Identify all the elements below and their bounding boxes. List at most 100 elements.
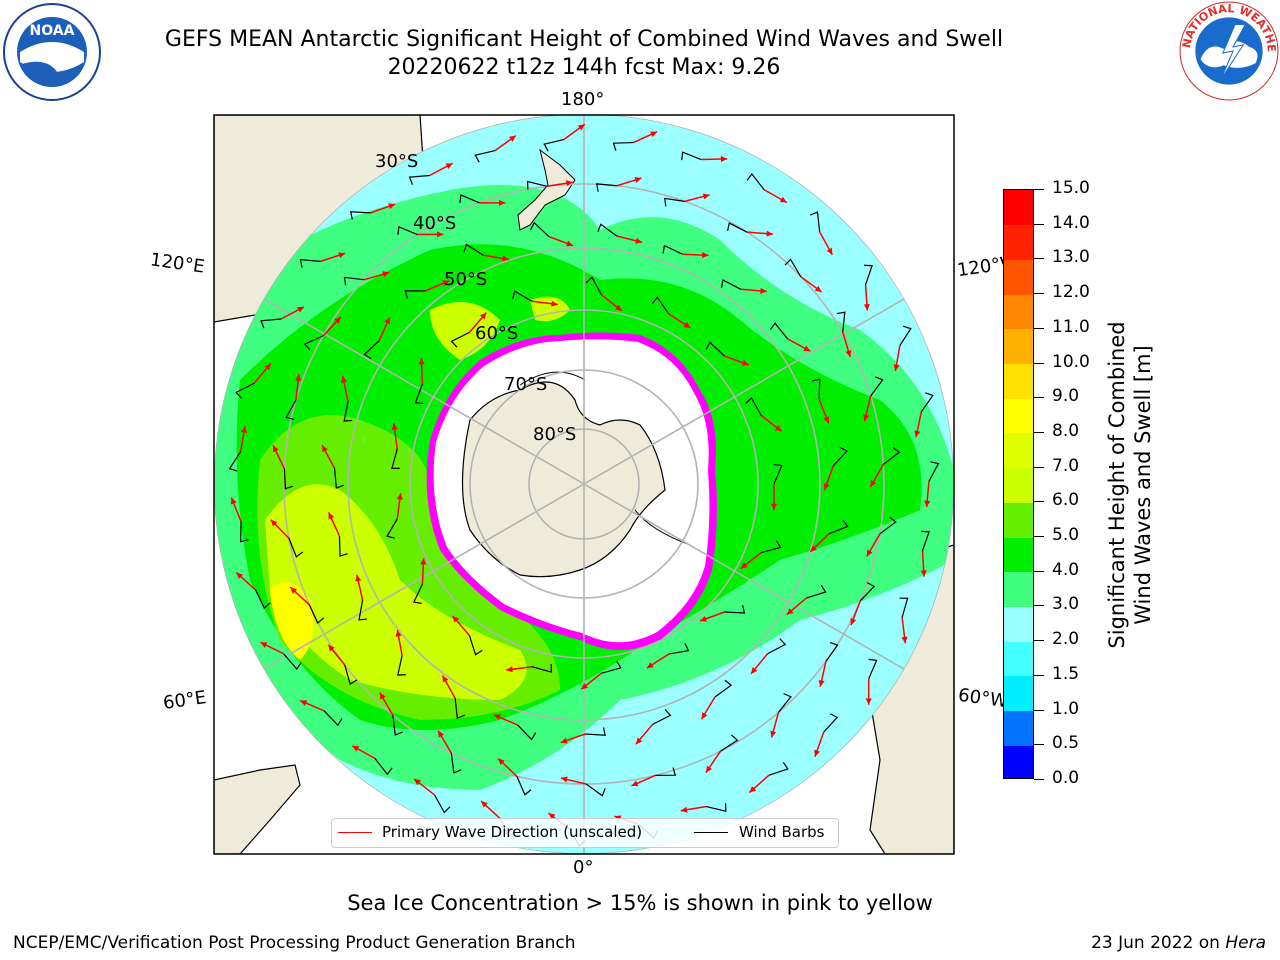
- wind-barb: [240, 521, 249, 543]
- wind-barb: [450, 752, 462, 774]
- lat-label-80s: 80°S: [533, 424, 577, 445]
- wave-direction-arrowhead: [418, 358, 425, 365]
- wave-direction-arrowhead: [914, 430, 921, 438]
- wave-direction-arrowhead: [823, 416, 830, 424]
- colorbar-tick: [1034, 501, 1044, 503]
- wind-barb: [921, 530, 930, 551]
- wave-direction-arrowhead: [437, 231, 444, 238]
- wind-barb: [928, 461, 940, 482]
- colorbar-tick: [1034, 744, 1044, 746]
- wave-direction-arrowhead: [481, 801, 488, 808]
- colorbar: [1003, 189, 1034, 779]
- wave-direction-arrowhead: [680, 806, 688, 813]
- wave-direction-arrowhead: [749, 786, 757, 793]
- legend: Primary Wave Direction (unscaled) Wind B…: [331, 818, 839, 848]
- chart-title: GEFS MEAN Antarctic Significant Height o…: [164, 27, 1004, 52]
- wave-direction-arrowhead: [295, 374, 302, 381]
- wind-barb: [543, 139, 564, 152]
- wind-barb: [596, 183, 617, 192]
- wind-barb: [920, 392, 934, 413]
- colorbar-tick-label: 11.0: [1052, 316, 1090, 337]
- land-antarctica: [461, 381, 666, 578]
- wind-barb: [531, 664, 552, 673]
- wind-barb: [879, 516, 897, 535]
- wave-direction-arrowhead: [826, 247, 833, 255]
- wind-barb: [349, 211, 371, 220]
- wave-direction-arrowhead: [499, 199, 506, 206]
- wind-barb: [474, 150, 495, 163]
- colorbar-segment: [1004, 467, 1033, 503]
- wave-direction-arrowhead: [774, 425, 782, 432]
- wave-direction-arrowhead: [850, 618, 857, 626]
- wave-direction-arrowhead: [230, 497, 237, 505]
- wave-direction-arrowhead: [893, 364, 900, 371]
- colorbar-tick: [1034, 189, 1044, 190]
- lat-label-70s: 70°S: [504, 374, 548, 395]
- legend-label-wind: Wind Barbs: [739, 823, 825, 841]
- wave-direction-arrowhead: [702, 252, 709, 259]
- wind-barb: [806, 584, 827, 599]
- lat-label-50s: 50°S: [444, 269, 488, 290]
- wind-barb: [454, 698, 465, 719]
- wind-barb: [585, 727, 606, 736]
- colorbar-tick-label: 9.0: [1052, 386, 1080, 407]
- colorbar-segment: [1004, 328, 1033, 365]
- wind-barb: [899, 325, 912, 346]
- wave-direction-arrowhead: [565, 180, 573, 187]
- wind-barb: [651, 296, 670, 315]
- colorbar-segment: [1004, 363, 1033, 399]
- wave-direction-arrowhead: [273, 445, 279, 453]
- wave-direction-arrowhead: [442, 675, 449, 683]
- wave-direction-arrowhead: [355, 574, 362, 582]
- colorbar-segment: [1004, 675, 1033, 712]
- wave-direction-arrowhead: [438, 730, 444, 738]
- noaa-logo: NOAA: [3, 3, 101, 101]
- wind-barb: [868, 658, 878, 680]
- wind-barb: [397, 655, 406, 676]
- colorbar-tick: [1034, 536, 1044, 538]
- wave-direction-arrowhead: [452, 615, 460, 623]
- wave-direction-arrowhead: [341, 375, 347, 383]
- colorbar-tick-label: 12.0: [1052, 282, 1090, 303]
- wind-barb: [374, 758, 393, 776]
- wave-direction-arrowhead: [770, 503, 778, 510]
- wind-barb: [714, 679, 733, 698]
- colorbar-tick: [1034, 431, 1044, 433]
- wind-barb: [823, 713, 839, 733]
- wave-direction-arrowhead: [328, 512, 335, 520]
- wave-direction-arrowhead: [760, 287, 767, 294]
- wave-direction-arrowhead: [479, 312, 487, 320]
- wind-barb: [864, 264, 873, 285]
- wind-barb: [323, 710, 343, 727]
- wave-direction-arrowhead: [814, 749, 820, 757]
- wave-direction-arrowhead: [396, 493, 403, 500]
- wind-barb: [283, 468, 294, 490]
- colorbar-segment: [1004, 398, 1033, 434]
- wind-barb: [459, 194, 480, 204]
- wind-barb: [288, 538, 304, 558]
- wind-barb: [825, 641, 839, 662]
- wind-barb: [727, 222, 748, 233]
- wind-barb: [706, 803, 727, 813]
- wind-barb: [681, 151, 702, 161]
- wind-barb: [668, 643, 690, 655]
- wind-barb: [767, 638, 787, 655]
- colorbar-tick-label: 3.0: [1052, 594, 1080, 615]
- wind-barb: [724, 605, 746, 614]
- wind-barb: [664, 197, 685, 207]
- colorbar-tick-label: 8.0: [1052, 420, 1080, 441]
- wind-barb: [343, 276, 365, 286]
- wave-direction-arrowhead: [352, 745, 360, 752]
- wind-barb: [585, 276, 603, 296]
- wave-direction-arrowhead: [560, 737, 568, 744]
- wind-barb: [612, 141, 634, 152]
- wave-direction-arrowhead: [379, 692, 386, 700]
- wave-direction-arrowhead: [631, 780, 639, 787]
- wind-barb: [404, 290, 426, 299]
- wind-barb: [386, 518, 398, 539]
- wind-barb: [512, 290, 533, 302]
- wave-direction-arrowhead: [236, 572, 244, 580]
- wind-barb: [363, 340, 380, 360]
- colorbar-tick-label: 0.5: [1052, 733, 1080, 754]
